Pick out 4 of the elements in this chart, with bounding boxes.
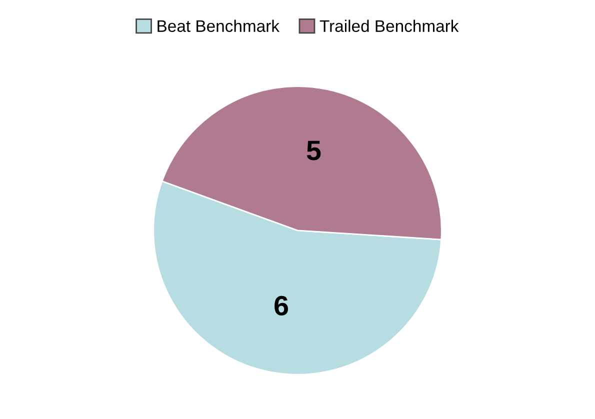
data-label: 6 [274, 296, 288, 316]
legend-label: Beat Benchmark [158, 20, 280, 32]
legend-label: Trailed Benchmark [320, 20, 459, 32]
data-label: 5 [306, 140, 321, 160]
